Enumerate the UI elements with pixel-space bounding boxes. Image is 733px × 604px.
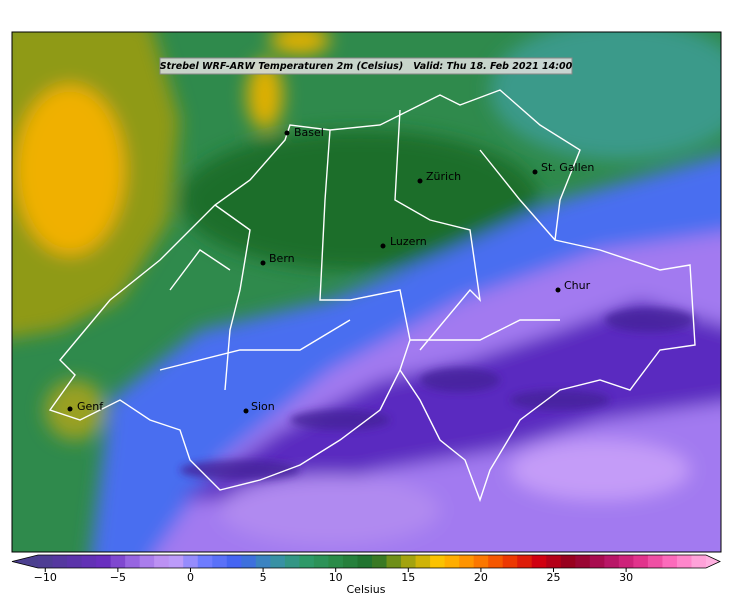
colorbar-bin [633, 555, 649, 568]
city-label: Bern [269, 252, 295, 265]
title-box [159, 57, 573, 75]
city-dot [284, 130, 290, 136]
colorbar-bin [226, 555, 242, 568]
city-dot [417, 178, 423, 184]
city-label: Luzern [390, 235, 427, 248]
colorbar-bin [125, 555, 141, 568]
colorbar-bin [473, 555, 489, 568]
colorbar-bin [299, 555, 315, 568]
colorbar-bin [357, 555, 373, 568]
colorbar-bin [517, 555, 533, 568]
colorbar-bin [676, 555, 692, 568]
colorbar-label: Celsius [347, 583, 386, 596]
colorbar-bin [560, 555, 576, 568]
colorbar-bin [691, 555, 707, 568]
colorbar-bin [531, 555, 547, 568]
map-title: Strebel WRF-ARW Temperaturen 2m (Celsius… [160, 61, 573, 72]
city-dot [67, 406, 73, 412]
city-label: Genf [77, 400, 104, 413]
colorbar-tick-label: 20 [474, 571, 488, 584]
colorbar-bin [342, 555, 358, 568]
colorbar-extend-low [12, 555, 38, 568]
colorbar-bin [488, 555, 504, 568]
city-dot [380, 243, 386, 249]
map-frame [11, 31, 722, 553]
colorbar-bin [38, 555, 54, 568]
colorbar-bin [52, 555, 68, 568]
colorbar-bin [372, 555, 388, 568]
colorbar-tick-label: 5 [260, 571, 267, 584]
colorbar-bin [110, 555, 126, 568]
colorbar-bin [415, 555, 431, 568]
city-label: Zürich [426, 170, 461, 183]
colorbar-bin [401, 555, 417, 568]
colorbar-bin [67, 555, 83, 568]
colorbar-bin [168, 555, 184, 568]
colorbar-bin [444, 555, 460, 568]
colorbar-bin [313, 555, 329, 568]
colorbar-tick-label: 15 [401, 571, 415, 584]
colorbar-bin [139, 555, 155, 568]
colorbar-bin [270, 555, 286, 568]
colorbar-tick-label: 25 [547, 571, 561, 584]
city-label: Chur [564, 279, 591, 292]
colorbar-bin [546, 555, 562, 568]
colorbar-outline [11, 554, 721, 569]
city-label: St. Gallen [541, 161, 594, 174]
colorbar-tick-label: −5 [110, 571, 126, 584]
colorbar-extend-high [706, 555, 720, 568]
colorbar-bin [154, 555, 170, 568]
colorbar: −10 −5 0 5 10 15 20 25 30 [11, 554, 721, 584]
city-dot [555, 287, 561, 293]
colorbar-bin [662, 555, 678, 568]
colorbar-bin [183, 555, 199, 568]
colorbar-tick-label: 30 [619, 571, 633, 584]
cities: Basel Zürich St. Gallen Luzern Bern Chur… [67, 126, 594, 414]
colorbar-bin [241, 555, 257, 568]
city-dot [532, 169, 538, 175]
colorbar-bin [386, 555, 402, 568]
colorbar-bin [197, 555, 213, 568]
colorbar-tick-label: −10 [34, 571, 57, 584]
city-dot [243, 408, 249, 414]
colorbar-tick-label: 0 [187, 571, 194, 584]
colorbar-bin [81, 555, 97, 568]
colorbar-bin [212, 555, 228, 568]
colorbar-bin [575, 555, 591, 568]
city-label: Basel [294, 126, 324, 139]
colorbar-bin [589, 555, 605, 568]
colorbar-bin [604, 555, 620, 568]
colorbar-bin [430, 555, 446, 568]
colorbar-tick-label: 10 [329, 571, 343, 584]
colorbar-bin [328, 555, 344, 568]
colorbar-bin [284, 555, 300, 568]
colorbar-bin [647, 555, 663, 568]
colorbar-bin [459, 555, 475, 568]
colorbar-bin [255, 555, 271, 568]
colorbar-bin [96, 555, 112, 568]
city-label: Sion [251, 400, 275, 413]
colorbar-bin [618, 555, 634, 568]
city-dot [260, 260, 266, 266]
colorbar-bin [502, 555, 518, 568]
